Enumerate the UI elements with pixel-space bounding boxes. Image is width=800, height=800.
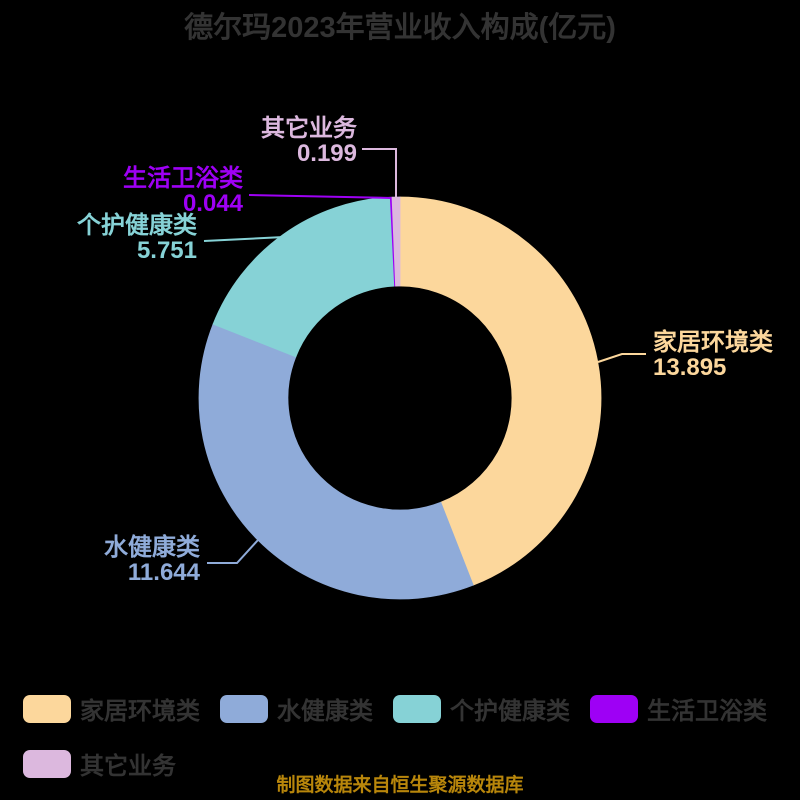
pie-slice-1 — [198, 323, 474, 600]
leader-line-2 — [203, 236, 285, 242]
pie-slice-0 — [399, 196, 602, 586]
legend-item-bath: 生活卫浴类 — [590, 691, 767, 726]
chart-title: 德尔玛2023年营业收入构成(亿元) — [184, 12, 616, 44]
legend-item-other-business: 其它业务 — [23, 746, 176, 781]
legend-item-personal-care: 个护健康类 — [393, 691, 570, 726]
slice-label-value: 0.044 — [182, 190, 243, 217]
legend-label: 水健康类 — [277, 698, 373, 725]
legend-item-home-environment: 家居环境类 — [23, 691, 200, 726]
leader-line-0 — [597, 353, 646, 363]
slice-label-home-environment: 家居环境类 13.895 — [653, 330, 773, 380]
legend-swatch — [23, 749, 71, 778]
legend-label: 其它业务 — [80, 753, 176, 780]
pie-slice-2 — [212, 196, 395, 358]
legend-label: 个护健康类 — [450, 698, 570, 725]
legend-label: 家居环境类 — [80, 698, 200, 725]
legend-label: 生活卫浴类 — [647, 698, 767, 725]
slice-label-value: 0.199 — [296, 140, 357, 167]
slice-label-value: 5.751 — [136, 237, 197, 264]
slice-label-value: 11.644 — [127, 559, 200, 586]
leader-line-4 — [362, 148, 397, 198]
legend-item-water-health: 水健康类 — [220, 691, 373, 726]
slice-label-name: 水健康类 — [104, 534, 200, 561]
legend-swatch — [23, 694, 71, 723]
legend-swatch — [220, 694, 268, 723]
leader-line-3 — [248, 194, 392, 199]
legend: 家居环境类 水健康类 个护健康类 生活卫浴类 其它业务 — [23, 691, 793, 781]
slice-label-name: 其它业务 — [261, 115, 357, 142]
slice-label-name: 生活卫浴类 — [123, 165, 243, 192]
slice-label-bath: 生活卫浴类 0.044 — [123, 166, 243, 216]
slice-label-name: 个护健康类 — [77, 212, 197, 239]
legend-swatch — [590, 694, 638, 723]
slice-label-value: 13.895 — [653, 354, 727, 381]
legend-swatch — [393, 694, 441, 723]
slice-label-other-business: 其它业务 0.199 — [261, 116, 357, 166]
slice-label-water-health: 水健康类 11.644 — [104, 535, 200, 585]
slice-label-name: 家居环境类 — [653, 329, 773, 356]
pie-slice-4 — [391, 196, 401, 287]
slice-label-personal-care: 个护健康类 5.751 — [77, 213, 197, 263]
data-source-note: 制图数据来自恒生聚源数据库 — [276, 775, 524, 796]
leader-line-1 — [207, 539, 259, 564]
